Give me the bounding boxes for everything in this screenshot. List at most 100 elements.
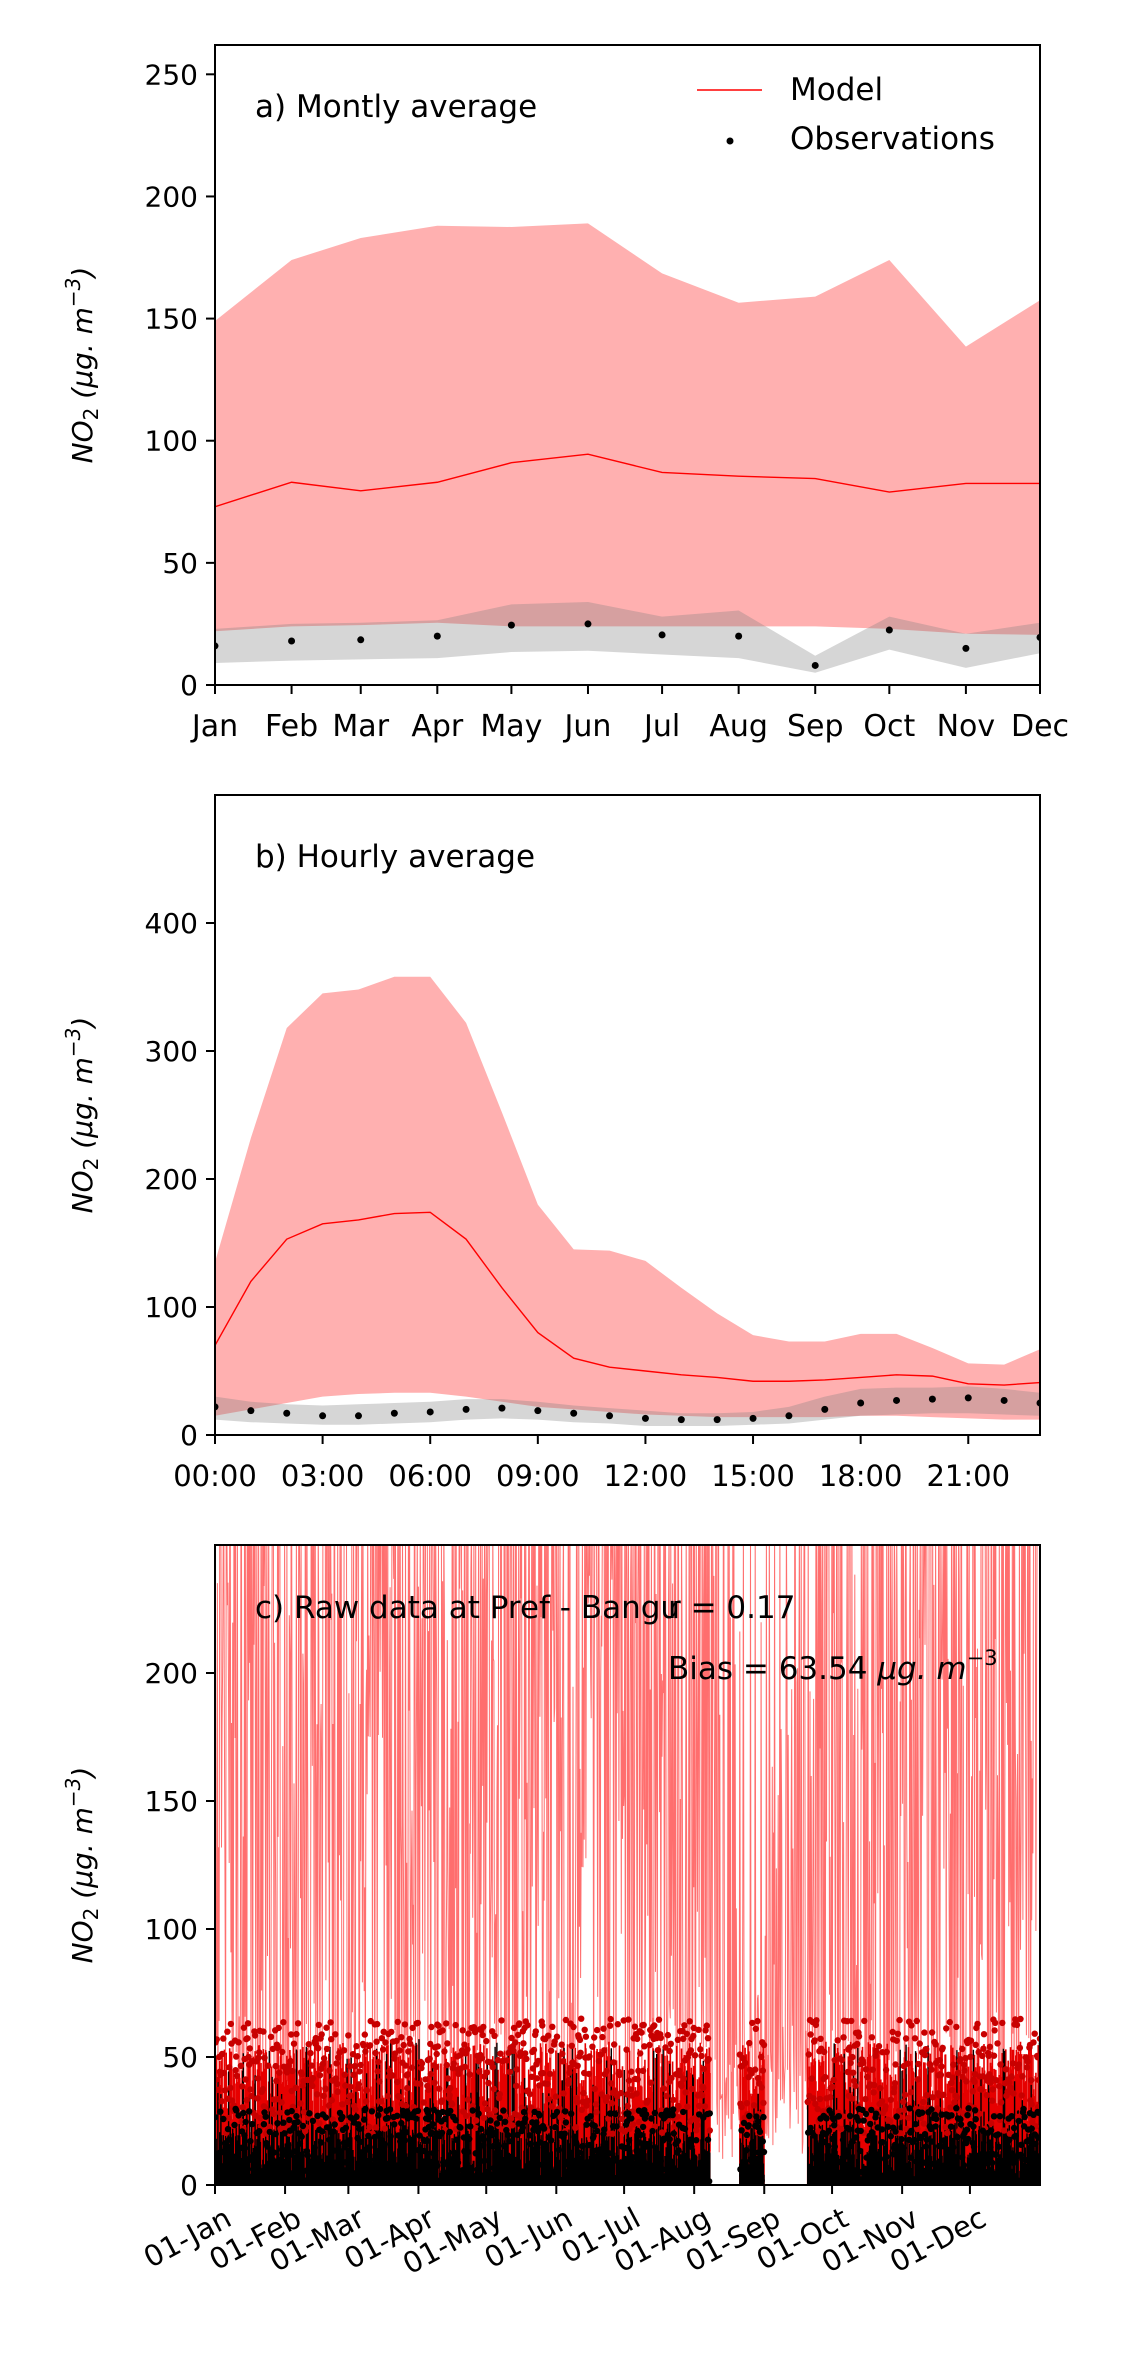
model-point (631, 2023, 639, 2030)
observation-point (354, 1412, 362, 1420)
model-point (559, 2058, 567, 2065)
model-point (994, 2040, 1001, 2047)
model-point (580, 2089, 587, 2097)
observation-point (968, 2177, 975, 2184)
observation-point (457, 2124, 464, 2131)
model-point (378, 2035, 386, 2042)
model-point (859, 2059, 867, 2067)
model-point (278, 2099, 285, 2106)
observation-point (224, 2162, 231, 2169)
observation-point (236, 2177, 243, 2184)
model-point (928, 2066, 935, 2073)
model-point (923, 2046, 930, 2053)
observation-point (527, 2140, 534, 2147)
observation-point (813, 2142, 821, 2149)
observation-point (256, 2128, 263, 2135)
x-tick-label: Jan (190, 709, 238, 744)
observation-point (900, 2144, 907, 2152)
observation-point (588, 2163, 595, 2171)
observation-point (595, 2167, 603, 2175)
model-point (662, 2044, 669, 2051)
x-tick-label: 00:00 (173, 1459, 257, 1493)
observation-point (649, 2127, 656, 2135)
model-point (1030, 2039, 1037, 2046)
observation-point (933, 2115, 940, 2123)
model-point (473, 2117, 480, 2124)
model-point (752, 2066, 759, 2073)
observation-point (604, 2170, 611, 2177)
observation-point (651, 2109, 659, 2117)
panel-a-monthly: 0 50 100 150 200 250 Jan Feb Mar Apr May Jun Jul Aug… (61, 44, 1069, 744)
panel-a-y-axis: 0 50 100 150 200 250 (145, 58, 215, 702)
observation-point (229, 2157, 236, 2164)
model-point (1013, 2021, 1021, 2029)
observation-point (647, 2180, 654, 2185)
model-point (915, 2060, 922, 2068)
observation-point (923, 2143, 930, 2150)
observation-point (831, 2122, 838, 2129)
model-point (439, 2027, 446, 2034)
model-point (1006, 2130, 1014, 2137)
observation-point (412, 2115, 420, 2122)
observation-point (957, 2116, 964, 2123)
model-point (659, 2129, 666, 2136)
model-point (1031, 2030, 1038, 2037)
model-point (621, 2128, 628, 2135)
observation-point (735, 632, 743, 640)
observation-point (311, 2144, 318, 2151)
model-point (697, 2046, 704, 2053)
observation-point (928, 2138, 936, 2145)
observation-point (979, 2152, 986, 2159)
observation-point (1000, 1396, 1008, 1404)
observation-point (533, 2119, 540, 2126)
model-point (1019, 2073, 1026, 2080)
model-point (757, 2053, 765, 2061)
model-point (220, 2069, 227, 2077)
model-point (920, 2098, 927, 2106)
model-point (676, 2071, 683, 2079)
model-point (422, 2076, 429, 2083)
observation-point (693, 2137, 700, 2144)
model-point (409, 2024, 416, 2032)
model-point (293, 2030, 300, 2038)
model-point (686, 2018, 693, 2025)
observation-point (580, 2178, 587, 2185)
observation-point (394, 2112, 401, 2119)
model-point (989, 2086, 996, 2093)
model-point (944, 2129, 951, 2137)
model-point (396, 2047, 403, 2054)
model-point (948, 2087, 956, 2094)
model-point (342, 2082, 349, 2089)
model-point (215, 2036, 220, 2043)
observation-point (223, 2171, 230, 2179)
observation-point (852, 2134, 860, 2141)
x-tick-label: Sep (787, 709, 844, 744)
observation-point (614, 2174, 621, 2182)
model-point (691, 2052, 699, 2059)
model-point (937, 2071, 945, 2079)
model-point (225, 2114, 232, 2122)
model-point (336, 2049, 343, 2056)
observation-point (911, 2136, 918, 2144)
observation-point (467, 2164, 475, 2172)
model-point (992, 2019, 999, 2027)
model-point (466, 2071, 473, 2078)
y-tick-label: 300 (145, 1035, 198, 1068)
x-tick-label: 21:00 (926, 1459, 1010, 1493)
model-point (448, 2101, 456, 2108)
observation-point (637, 2131, 644, 2139)
model-point (927, 2061, 934, 2068)
observation-point (996, 2113, 1004, 2120)
observation-point (839, 2136, 847, 2144)
model-point (379, 2046, 387, 2053)
model-point (805, 2051, 812, 2058)
observation-point (908, 2127, 915, 2135)
observation-point (293, 2113, 300, 2120)
observation-point (898, 2136, 905, 2143)
model-point (394, 2018, 401, 2026)
model-point (366, 2042, 374, 2049)
model-point (895, 2107, 903, 2114)
observation-point (568, 2110, 575, 2117)
observation-point (224, 2125, 232, 2133)
model-point (942, 2123, 949, 2131)
